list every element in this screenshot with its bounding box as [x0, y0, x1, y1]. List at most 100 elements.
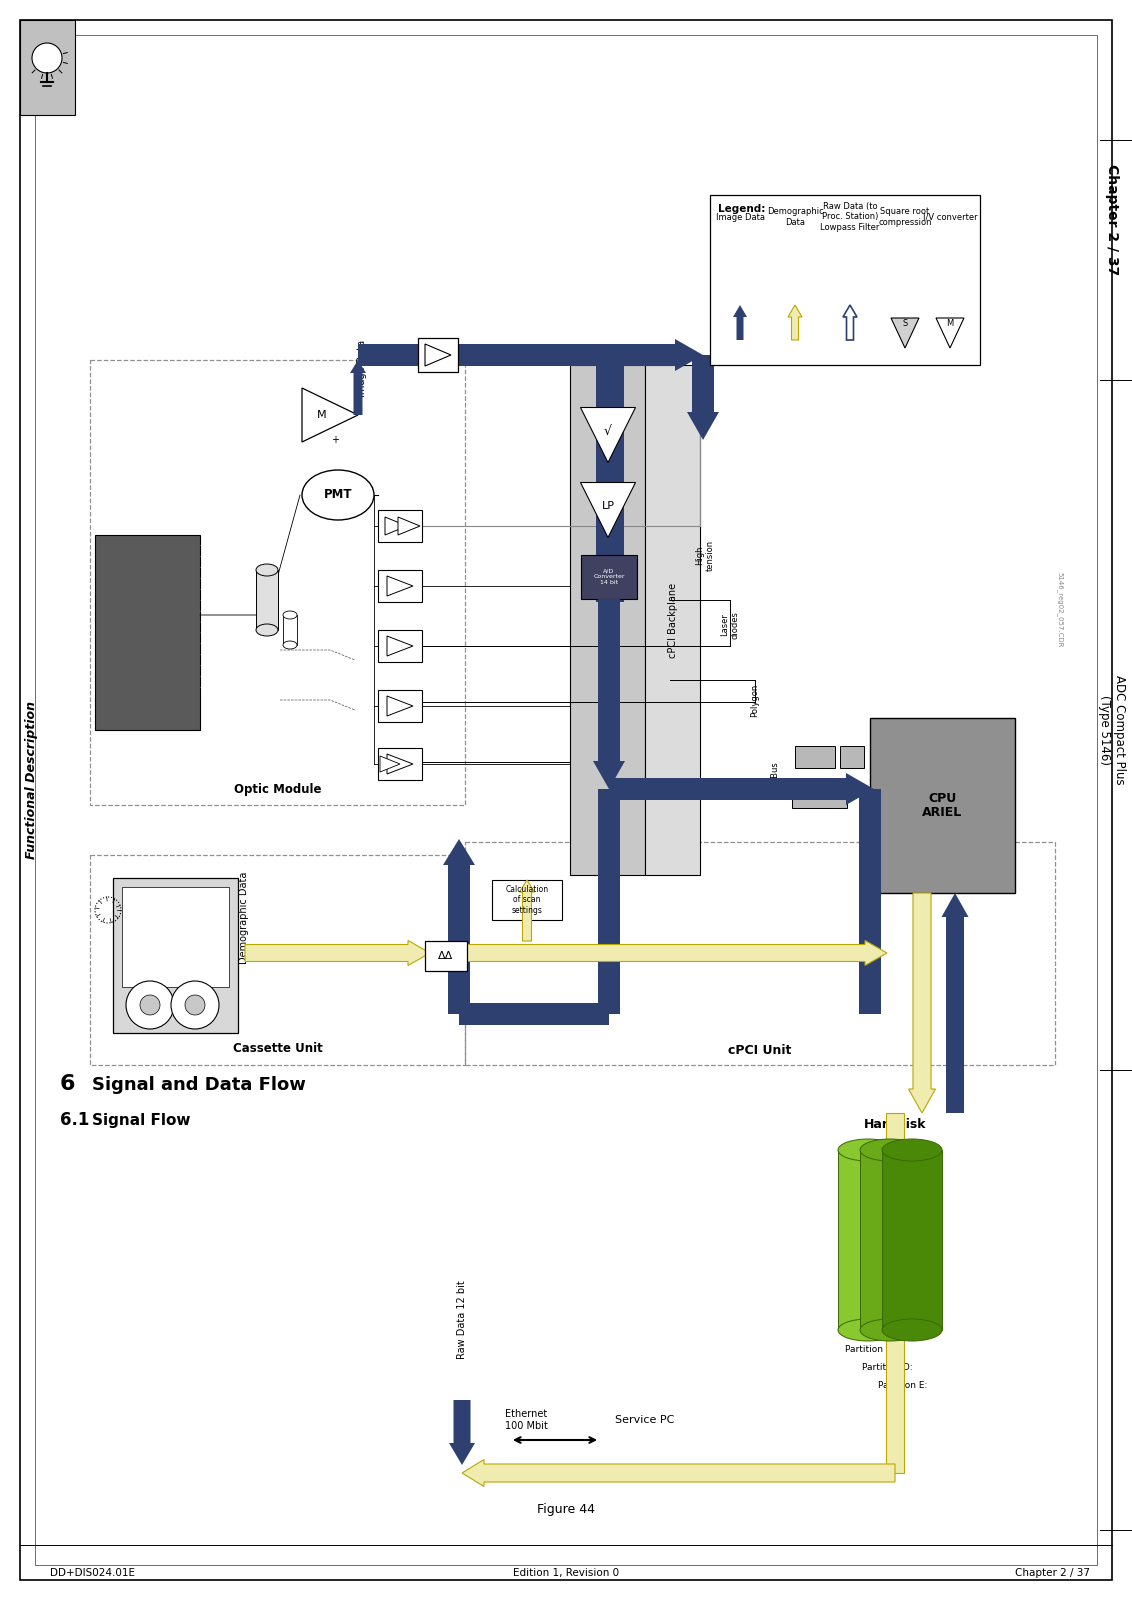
Text: Figure 44: Figure 44: [537, 1504, 595, 1517]
FancyArrow shape: [520, 880, 534, 941]
Bar: [492, 880, 561, 920]
Text: 6: 6: [60, 1074, 76, 1094]
Circle shape: [171, 981, 218, 1029]
Text: cPCI Unit: cPCI Unit: [728, 1045, 791, 1058]
Text: Image Data: Image Data: [715, 213, 764, 221]
Bar: [378, 749, 422, 781]
Text: Chapter 2 / 37: Chapter 2 / 37: [1015, 1568, 1090, 1578]
FancyArrow shape: [458, 1003, 609, 1026]
Text: Raw Data (to
Proc. Station)
Lowpass Filter: Raw Data (to Proc. Station) Lowpass Filt…: [821, 202, 880, 232]
Polygon shape: [387, 754, 413, 774]
Polygon shape: [387, 576, 413, 595]
Bar: [860, 1150, 920, 1330]
Text: Optic Module: Optic Module: [233, 782, 321, 795]
Circle shape: [126, 981, 174, 1029]
Text: Polygon: Polygon: [751, 683, 760, 717]
Polygon shape: [302, 387, 358, 442]
FancyArrow shape: [350, 360, 366, 414]
Text: Partition C:: Partition C:: [844, 1346, 895, 1355]
Bar: [465, 842, 1055, 1066]
Text: +: +: [331, 435, 338, 445]
FancyArrow shape: [449, 1400, 475, 1466]
Text: I/V converter: I/V converter: [923, 213, 977, 221]
Text: Calculation
of scan
settings: Calculation of scan settings: [505, 885, 549, 915]
Ellipse shape: [882, 1318, 942, 1341]
Bar: [91, 854, 465, 1066]
Bar: [581, 555, 637, 598]
Text: M: M: [317, 410, 327, 419]
Text: M: M: [946, 318, 953, 328]
Text: 6.1: 6.1: [60, 1110, 89, 1130]
Bar: [378, 510, 422, 542]
FancyArrow shape: [942, 893, 969, 1114]
Bar: [424, 941, 468, 971]
Text: CPU
ARIEL: CPU ARIEL: [923, 792, 962, 819]
Ellipse shape: [256, 565, 278, 576]
Ellipse shape: [838, 1318, 898, 1341]
Text: Demographic Data: Demographic Data: [239, 872, 249, 965]
FancyArrow shape: [687, 355, 719, 440]
Polygon shape: [385, 517, 408, 534]
Ellipse shape: [860, 1318, 920, 1341]
Bar: [378, 690, 422, 722]
Bar: [871, 718, 1015, 893]
Ellipse shape: [256, 624, 278, 635]
Text: ADC Compact Plus
(Type 5146): ADC Compact Plus (Type 5146): [1098, 675, 1126, 786]
FancyArrow shape: [468, 941, 887, 965]
FancyArrow shape: [843, 306, 857, 341]
Text: Service PC: Service PC: [616, 1414, 675, 1426]
Text: SCAN-Master-Board: SCAN-Master-Board: [602, 573, 612, 667]
FancyArrow shape: [909, 893, 935, 1114]
Ellipse shape: [838, 1139, 898, 1162]
FancyArrow shape: [788, 306, 801, 341]
FancyArrow shape: [609, 773, 874, 805]
Text: High
tension: High tension: [695, 539, 714, 571]
Bar: [838, 1150, 898, 1330]
Bar: [113, 878, 238, 1034]
Polygon shape: [380, 757, 400, 773]
Bar: [95, 534, 200, 730]
Text: Square root
compression: Square root compression: [878, 208, 932, 227]
Text: S: S: [902, 318, 908, 328]
Polygon shape: [581, 408, 635, 462]
Bar: [378, 570, 422, 602]
Bar: [571, 365, 645, 875]
Circle shape: [32, 43, 62, 74]
Text: Ethernet
100 Mbit: Ethernet 100 Mbit: [505, 1410, 548, 1430]
Ellipse shape: [860, 1139, 920, 1162]
FancyArrow shape: [593, 598, 625, 789]
FancyArrow shape: [734, 306, 747, 341]
FancyArrow shape: [443, 838, 475, 1014]
Text: Demographic
Data: Demographic Data: [766, 208, 823, 227]
Bar: [795, 746, 835, 768]
Ellipse shape: [283, 642, 297, 650]
FancyArrow shape: [358, 339, 703, 371]
Text: Raw Data 12 bit: Raw Data 12 bit: [457, 1280, 468, 1360]
Ellipse shape: [882, 1139, 942, 1162]
Bar: [91, 360, 465, 805]
Text: Signal and Data Flow: Signal and Data Flow: [92, 1075, 306, 1094]
Bar: [20, 19, 75, 115]
Text: RAM: RAM: [811, 789, 830, 798]
Bar: [882, 1150, 942, 1330]
Ellipse shape: [302, 470, 374, 520]
Text: Cassette Unit: Cassette Unit: [232, 1043, 323, 1056]
Polygon shape: [387, 635, 413, 656]
Text: ΔΔ: ΔΔ: [438, 950, 454, 962]
Bar: [710, 195, 980, 365]
Polygon shape: [936, 318, 964, 349]
Text: Harddisk: Harddisk: [864, 1118, 926, 1131]
Text: Image Data: Image Data: [357, 339, 367, 397]
Text: √: √: [604, 424, 612, 437]
Bar: [283, 614, 297, 645]
Text: IO-Bus: IO-Bus: [771, 762, 780, 789]
FancyArrow shape: [598, 789, 620, 1014]
Polygon shape: [387, 696, 413, 717]
Bar: [597, 365, 624, 602]
Text: Edition 1, Revision 0: Edition 1, Revision 0: [513, 1568, 619, 1578]
Text: Signal Flow: Signal Flow: [92, 1114, 190, 1128]
Polygon shape: [891, 318, 919, 349]
Bar: [418, 338, 458, 371]
Circle shape: [140, 995, 160, 1014]
Text: Partition D:: Partition D:: [861, 1363, 912, 1373]
